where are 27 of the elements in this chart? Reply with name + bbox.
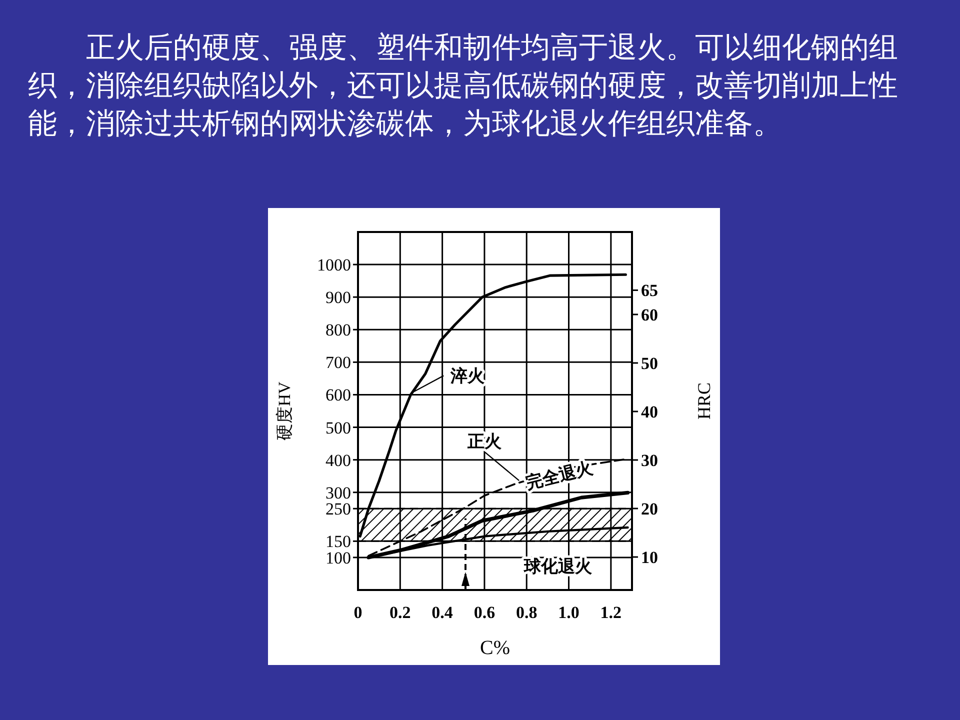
chart-title: 正火后的硬度、强度、塑件和韧件均高于退火。可以细化钢的组织，消除组织缺陷以外，还可以提高低碳钢的硬度，改善切削加上性能，消除过共析钢的网状渗碳体，为球化退火作组织准备。: [28, 29, 899, 142]
y2-tick-label: 30: [641, 450, 658, 470]
y-tick-label: 500: [326, 418, 351, 438]
y2-tick-label: 60: [641, 305, 658, 324]
x-tick-label: 0.8: [516, 603, 538, 622]
y-tick-label: 250: [326, 500, 351, 519]
y-axis-title: 硬度HV: [275, 381, 294, 440]
y-tick-label: 400: [326, 450, 351, 470]
x-tick-label: 0.6: [474, 603, 496, 622]
y-tick-label: 600: [326, 386, 351, 405]
y2-axis-title: HRC: [694, 382, 714, 420]
x-tick-label: 0.4: [432, 603, 454, 622]
y2-tick-label: 50: [641, 354, 658, 373]
y-tick-label: 1000: [317, 256, 351, 275]
y2-tick-label: 65: [641, 281, 658, 300]
y2-tick-label: 20: [641, 500, 658, 519]
x-tick-label: 0: [354, 603, 362, 622]
y-tick-label: 900: [326, 288, 351, 308]
x-axis-title: C%: [480, 637, 510, 659]
y-tick-label: 300: [326, 483, 351, 502]
x-tick-label: 1.0: [558, 603, 580, 622]
x-tick-label: 0.2: [390, 603, 411, 622]
y2-tick-label: 10: [641, 548, 658, 568]
y-tick-label: 800: [326, 320, 351, 340]
y-tick-label: 700: [326, 353, 351, 372]
x-tick-label: 1.2: [600, 603, 622, 622]
y2-tick-label: 40: [641, 402, 658, 422]
